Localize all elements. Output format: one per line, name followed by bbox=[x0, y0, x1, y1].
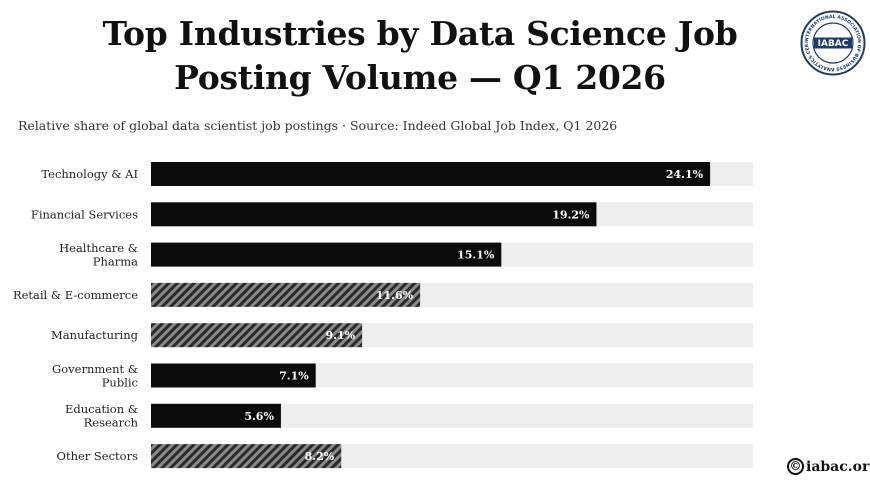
category-label: Financial Services bbox=[31, 207, 138, 221]
category-label: Retail & E-commerce bbox=[13, 288, 138, 302]
category-label-line: Government & bbox=[52, 362, 138, 376]
category-label-line: Retail & E-commerce bbox=[13, 288, 138, 302]
category-label-line: Education & bbox=[65, 402, 138, 416]
category-label: Manufacturing bbox=[51, 328, 139, 342]
category-label: Education & Research bbox=[65, 402, 139, 430]
category-label-line: Public bbox=[102, 375, 138, 389]
chart-subtitle: Relative share of global data scientist … bbox=[18, 118, 618, 133]
bar-value-label: 15.1% bbox=[457, 249, 495, 262]
bar bbox=[151, 162, 711, 186]
bar bbox=[151, 403, 281, 428]
bar-value-label: 11.6% bbox=[376, 289, 414, 302]
bar bbox=[151, 323, 363, 348]
category-label: Technology & AI bbox=[41, 167, 138, 181]
iabac-logo: INTERNATIONAL ASSOCIATION OF BUSINESS AN… bbox=[800, 10, 866, 76]
category-label-line: Manufacturing bbox=[51, 328, 139, 342]
bar bbox=[151, 363, 316, 388]
footer-brand: © iabac.org bbox=[787, 458, 870, 475]
bar-value-label: 9.1% bbox=[326, 329, 356, 342]
category-label-line: Financial Services bbox=[31, 207, 138, 221]
logo-text: IABAC bbox=[818, 39, 849, 49]
bar-value-label: 8.2% bbox=[305, 450, 335, 463]
bar bbox=[151, 282, 421, 307]
category-label: Government & Public bbox=[52, 362, 138, 390]
category-label-line: Technology & AI bbox=[41, 167, 138, 181]
chart-title: Top Industries by Data Science Job Posti… bbox=[102, 14, 738, 97]
bar bbox=[151, 202, 597, 227]
category-label-line: Research bbox=[84, 416, 139, 430]
category-label: Healthcare & Pharma bbox=[59, 241, 138, 269]
bar bbox=[151, 444, 342, 469]
bar-value-label: 19.2% bbox=[552, 208, 590, 221]
category-label-line: Other Sectors bbox=[57, 449, 139, 463]
category-label-line: Pharma bbox=[93, 254, 138, 268]
bar-value-label: 7.1% bbox=[279, 370, 309, 383]
category-label: Other Sectors bbox=[57, 449, 139, 463]
bar-value-label: 24.1% bbox=[666, 168, 704, 181]
bar bbox=[151, 242, 502, 267]
bar-value-label: 5.6% bbox=[244, 410, 274, 423]
footer-brand-text: iabac.org bbox=[806, 458, 870, 475]
category-label-line: Healthcare & bbox=[59, 241, 138, 255]
copyright-icon: © bbox=[787, 458, 804, 475]
